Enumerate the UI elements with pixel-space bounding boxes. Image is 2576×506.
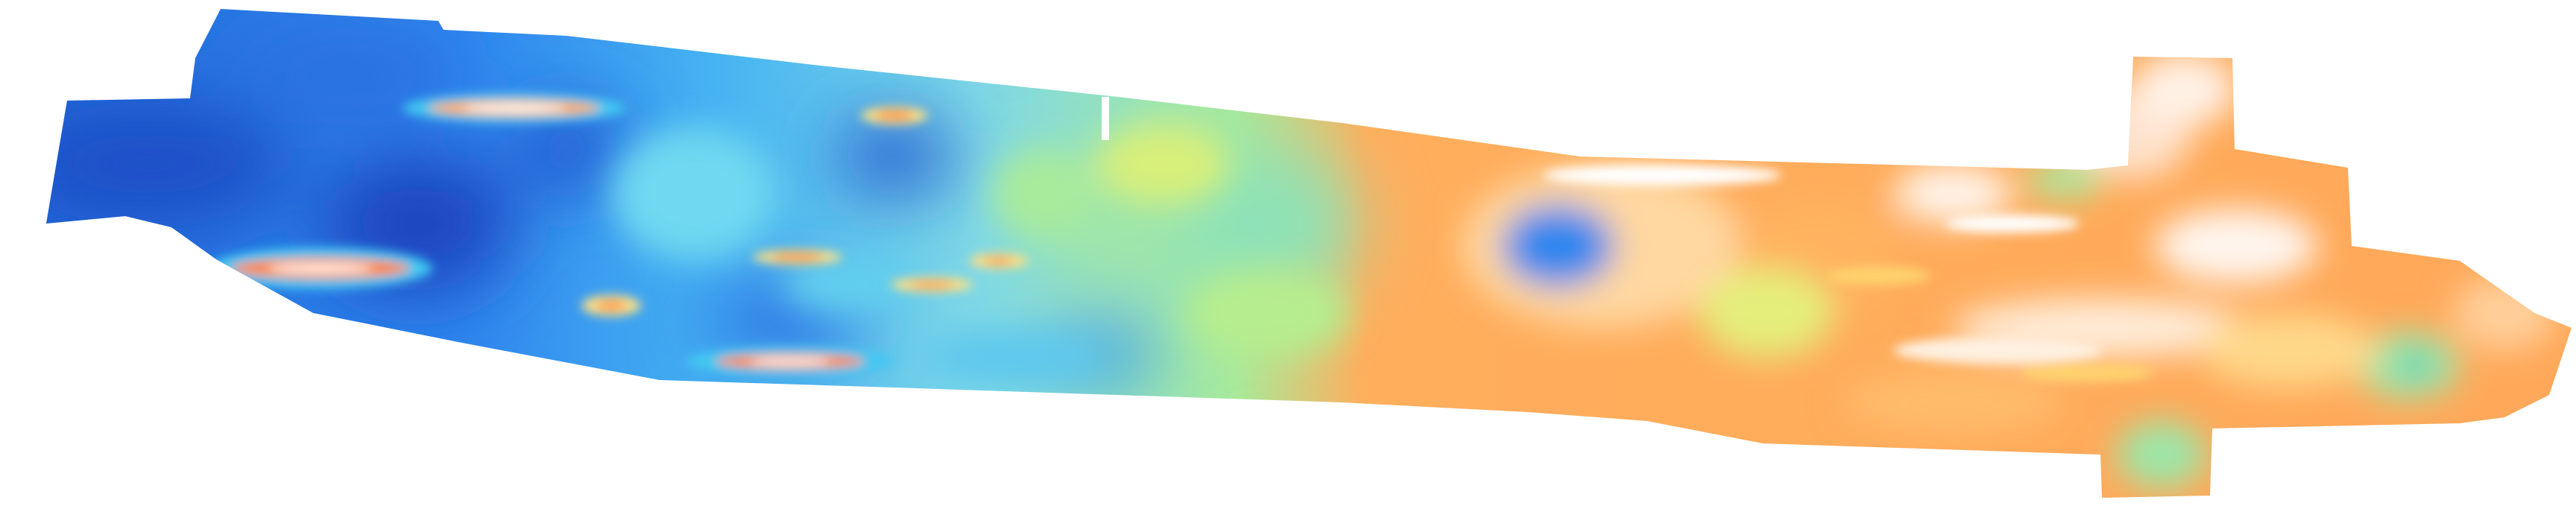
bathymetry-map: [46, 9, 2572, 498]
